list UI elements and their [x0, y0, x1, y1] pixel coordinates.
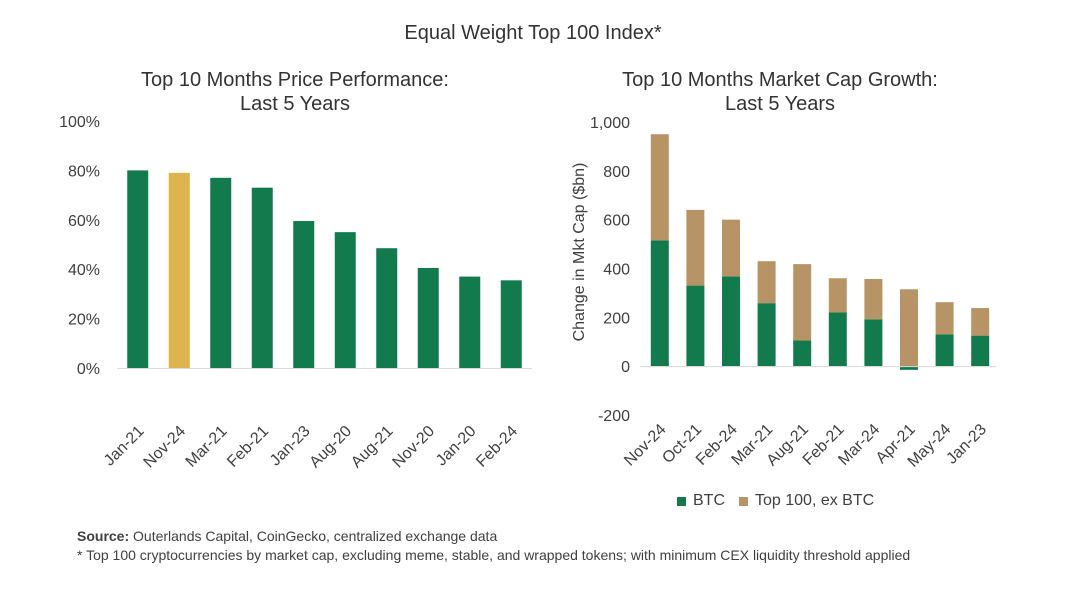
- left-bar-feb-24: [500, 280, 522, 368]
- right-bar-top100-jan-23: [971, 308, 990, 336]
- left-x-tick-label: Jan-21: [101, 423, 148, 470]
- left-bar-jan-21: [127, 170, 149, 368]
- right-bar-btc-aug-21: [793, 340, 812, 367]
- legend-label-btc: BTC: [693, 492, 725, 509]
- legend-swatch-btc: [677, 496, 686, 506]
- source-label: Source:: [77, 528, 130, 544]
- legend-item-top100: Top 100, ex BTC: [739, 492, 874, 510]
- left-y-tick-label: 40%: [68, 262, 100, 279]
- left-bar-nov-20: [417, 267, 439, 368]
- right-bar-btc-apr-21: [900, 366, 918, 370]
- right-bar-top100-oct-21: [686, 209, 705, 286]
- left-bar-aug-20: [334, 232, 356, 368]
- legend-swatch-top100: [739, 496, 748, 506]
- left-chart-title: Top 10 Months Price Performance: Last 5 …: [95, 68, 495, 116]
- right-bar-top100-apr-21: [900, 289, 918, 367]
- right-bar-top100-feb-21: [828, 278, 847, 313]
- source-line: Source: Outerlands Capital, CoinGecko, c…: [77, 527, 997, 546]
- left-y-tick-label: 0%: [77, 361, 100, 378]
- left-x-tick-label: Mar-21: [183, 423, 231, 471]
- left-bar-jan-20: [459, 276, 481, 368]
- right-bar-btc-nov-24: [650, 240, 669, 367]
- left-x-tick-label: Nov-20: [390, 423, 439, 472]
- left-x-tick-label: Feb-21: [224, 423, 272, 471]
- legend: BTC Top 100, ex BTC: [677, 492, 888, 510]
- left-bar-jan-23: [293, 221, 315, 368]
- left-bar-nov-24: [168, 172, 190, 368]
- right-bar-top100-nov-24: [650, 134, 669, 241]
- right-bar-btc-mar-24: [864, 319, 883, 367]
- right-bar-btc-oct-21: [686, 285, 705, 367]
- right-bar-btc-feb-21: [828, 312, 847, 367]
- left-y-tick-label: 20%: [68, 312, 100, 329]
- right-bar-top100-aug-21: [793, 264, 812, 341]
- footnote: * Top 100 cryptocurrencies by market cap…: [77, 547, 911, 563]
- footer: Source: Outerlands Capital, CoinGecko, c…: [77, 527, 997, 565]
- legend-label-top100: Top 100, ex BTC: [755, 492, 875, 509]
- right-bar-top100-mar-24: [864, 278, 883, 320]
- left-chart-title-line1: Top 10 Months Price Performance:: [141, 69, 449, 91]
- right-chart-title: Top 10 Months Market Cap Growth: Last 5 …: [580, 68, 980, 116]
- left-bar-feb-21: [251, 187, 273, 368]
- left-x-tick-label: Aug-21: [348, 423, 397, 472]
- right-bar-top100-may-24: [935, 302, 954, 335]
- page-title: Equal Weight Top 100 Index*: [404, 22, 662, 44]
- left-y-tick-label: 60%: [68, 213, 100, 230]
- left-y-tick-label: 100%: [59, 114, 100, 131]
- left-x-tick-label: Jan-23: [267, 423, 314, 470]
- right-y-tick-label: 600: [603, 213, 630, 230]
- left-y-tick-label: 80%: [68, 163, 100, 180]
- right-y-tick-label: 800: [603, 164, 630, 181]
- right-bar-btc-may-24: [935, 334, 954, 367]
- right-y-tick-label: -200: [598, 408, 630, 425]
- right-y-tick-label: 200: [603, 310, 630, 327]
- source-text: Outerlands Capital, CoinGecko, centraliz…: [129, 528, 498, 544]
- right-bar-btc-feb-24: [722, 276, 740, 367]
- left-x-tick-label: Aug-20: [307, 423, 356, 472]
- right-y-tick-label: 1,000: [590, 115, 630, 132]
- legend-item-btc: BTC: [677, 492, 725, 510]
- right-bar-top100-mar-21: [757, 261, 776, 304]
- right-chart-title-line1: Top 10 Months Market Cap Growth:: [622, 69, 938, 91]
- left-x-tick-label: Feb-24: [473, 423, 521, 471]
- right-y-tick-label: 400: [603, 262, 630, 279]
- right-bar-top100-feb-24: [722, 219, 740, 277]
- right-y-tick-label: 0: [621, 359, 630, 376]
- left-x-tick-label: Nov-24: [141, 423, 190, 472]
- left-chart-title-line2: Last 5 Years: [239, 93, 351, 115]
- right-y-axis-title: Change in Mkt Cap ($bn): [571, 163, 588, 342]
- right-chart-title-line2: Last 5 Years: [724, 93, 836, 115]
- left-bar-aug-21: [376, 248, 398, 368]
- right-bar-btc-jan-23: [971, 335, 990, 367]
- left-bar-mar-21: [210, 177, 232, 368]
- right-x-tick-label: Nov-24: [621, 421, 670, 470]
- left-x-tick-label: Jan-20: [433, 423, 480, 470]
- right-bar-btc-mar-21: [757, 303, 776, 367]
- right-x-tick-label: Jan-23: [943, 421, 990, 468]
